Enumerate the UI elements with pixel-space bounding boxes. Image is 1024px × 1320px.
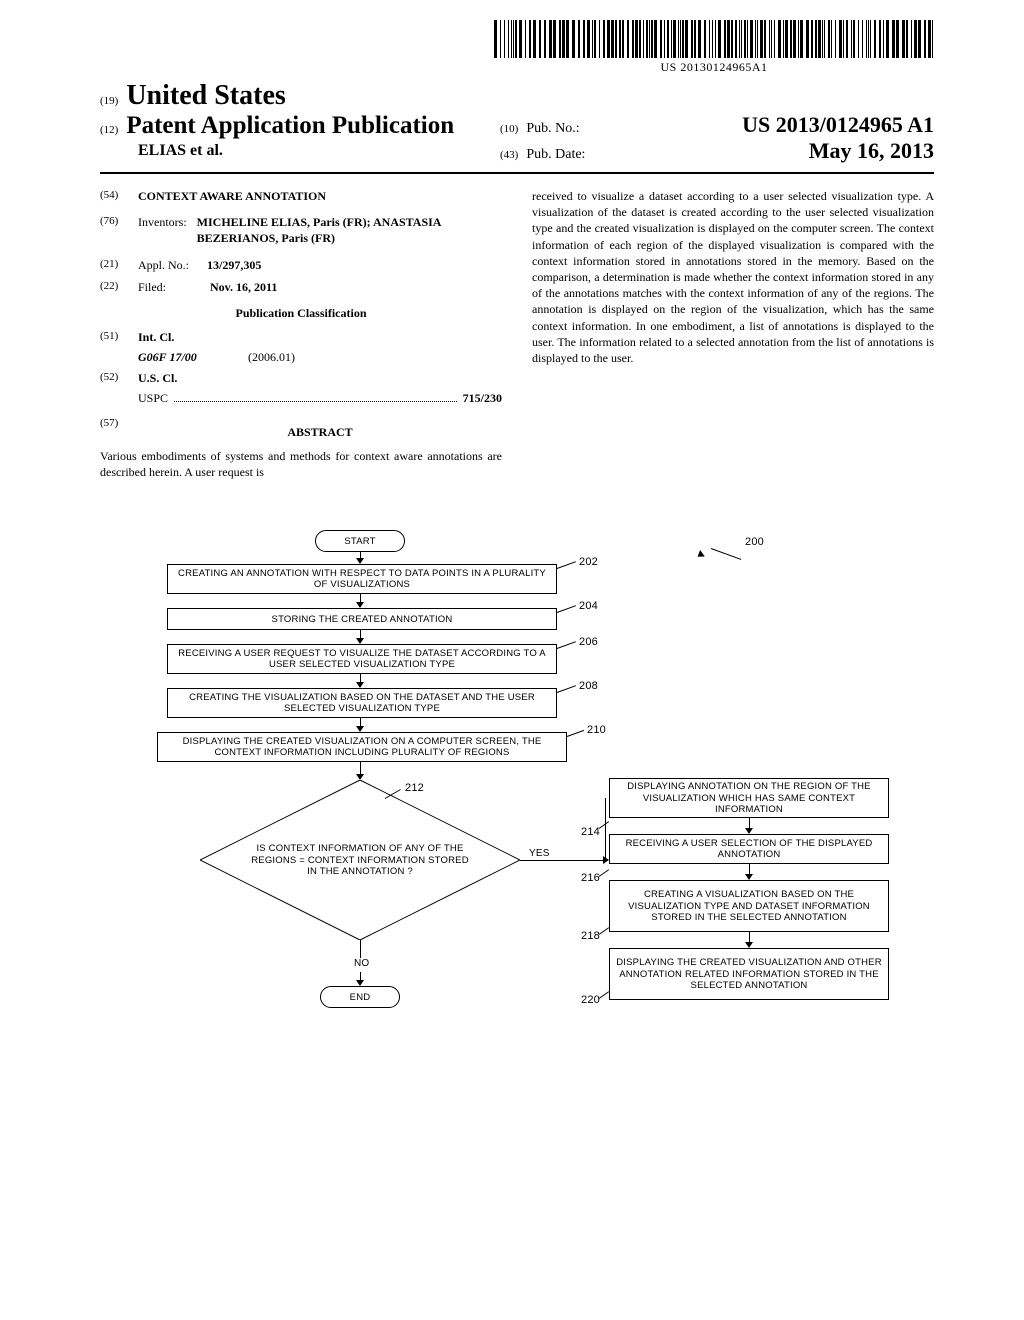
arrow-200 xyxy=(695,550,705,560)
flowchart-step-214: DISPLAYING ANNOTATION ON THE REGION OF T… xyxy=(609,778,889,818)
abstract-text-part1: Various embodiments of systems and metho… xyxy=(100,448,502,480)
right-column: received to visualize a dataset accordin… xyxy=(532,188,934,480)
flowchart-step-204: STORING THE CREATED ANNOTATION xyxy=(167,608,557,630)
flowchart-step-210: DISPLAYING THE CREATED VISUALIZATION ON … xyxy=(157,732,567,762)
pub-date-label: Pub. Date: xyxy=(526,147,585,163)
code-57: (57) xyxy=(100,416,128,444)
abstract-text-part2: received to visualize a dataset accordin… xyxy=(532,188,934,366)
flowchart-figure: 200 START CREATING AN ANNOTATION WITH RE… xyxy=(137,530,897,1150)
figure-ref-200: 200 xyxy=(745,536,764,548)
filed-date: Nov. 16, 2011 xyxy=(210,279,502,295)
code-12: (12) xyxy=(100,124,118,136)
uscl-label: U.S. Cl. xyxy=(138,370,177,386)
filed-label: Filed: xyxy=(138,279,166,295)
ref-214: 214 xyxy=(581,826,600,838)
barcode-text: US 20130124965A1 xyxy=(494,60,934,75)
body-columns: (54) CONTEXT AWARE ANNOTATION (76) Inven… xyxy=(100,188,934,480)
ref-208: 208 xyxy=(579,680,598,692)
appl-no: 13/297,305 xyxy=(207,257,502,273)
pub-class-heading: Publication Classification xyxy=(100,305,502,321)
barcode-block: US 20130124965A1 xyxy=(494,20,934,75)
publication-type: Patent Application Publication xyxy=(126,112,454,140)
pub-no: US 2013/0124965 A1 xyxy=(742,112,934,138)
code-19: (19) xyxy=(100,95,118,107)
intcl-code: G06F 17/00 xyxy=(138,349,238,365)
ref-218: 218 xyxy=(581,930,600,942)
ref-212: 212 xyxy=(405,782,424,794)
uspc-value: 715/230 xyxy=(463,390,502,406)
ref-206: 206 xyxy=(579,636,598,648)
ref-216: 216 xyxy=(581,872,600,884)
ref-220: 220 xyxy=(581,994,600,1006)
inventors-names: MICHELINE ELIAS, Paris (FR); ANASTASIA B… xyxy=(197,214,502,246)
code-43: (43) xyxy=(500,149,518,161)
flowchart-step-206: RECEIVING A USER REQUEST TO VISUALIZE TH… xyxy=(167,644,557,674)
country-name: United States xyxy=(126,80,285,112)
decision-no-label: NO xyxy=(352,958,371,969)
ref-202: 202 xyxy=(579,556,598,568)
pub-date: May 16, 2013 xyxy=(809,138,934,164)
abstract-heading: ABSTRACT xyxy=(138,424,502,440)
left-column: (54) CONTEXT AWARE ANNOTATION (76) Inven… xyxy=(100,188,502,480)
inventors-label: Inventors: xyxy=(138,214,187,246)
appl-no-label: Appl. No.: xyxy=(138,257,189,273)
pub-no-label: Pub. No.: xyxy=(526,121,579,137)
flowchart-step-216: RECEIVING A USER SELECTION OF THE DISPLA… xyxy=(609,834,889,864)
header: (19) United States (12) Patent Applicati… xyxy=(100,80,934,164)
ref-210: 210 xyxy=(587,724,606,736)
uspc-dots xyxy=(174,401,457,402)
leadline-200 xyxy=(711,548,741,560)
code-10: (10) xyxy=(500,123,518,135)
code-76: (76) xyxy=(100,214,128,246)
code-22: (22) xyxy=(100,279,128,295)
code-21: (21) xyxy=(100,257,128,273)
invention-title: CONTEXT AWARE ANNOTATION xyxy=(138,188,326,204)
flowchart-step-220: DISPLAYING THE CREATED VISUALIZATION AND… xyxy=(609,948,889,1000)
decision-yes-label: YES xyxy=(527,848,552,859)
flowchart-step-208: CREATING THE VISUALIZATION BASED ON THE … xyxy=(167,688,557,718)
code-54: (54) xyxy=(100,188,128,204)
authors-line: ELIAS et al. xyxy=(138,142,500,160)
code-51: (51) xyxy=(100,329,128,345)
flowchart-start: START xyxy=(315,530,405,552)
flowchart-decision-212: IS CONTEXT INFORMATION OF ANY OF THE REG… xyxy=(200,780,520,940)
code-52: (52) xyxy=(100,370,128,386)
flowchart-step-202: CREATING AN ANNOTATION WITH RESPECT TO D… xyxy=(167,564,557,594)
header-rule xyxy=(100,172,934,174)
intcl-year: (2006.01) xyxy=(248,349,295,365)
flowchart-end: END xyxy=(320,986,400,1008)
flowchart-step-218: CREATING A VISUALIZATION BASED ON THE VI… xyxy=(609,880,889,932)
intcl-label: Int. Cl. xyxy=(138,329,174,345)
uspc-label: USPC xyxy=(138,390,168,406)
barcode-graphic xyxy=(494,20,934,58)
ref-204: 204 xyxy=(579,600,598,612)
